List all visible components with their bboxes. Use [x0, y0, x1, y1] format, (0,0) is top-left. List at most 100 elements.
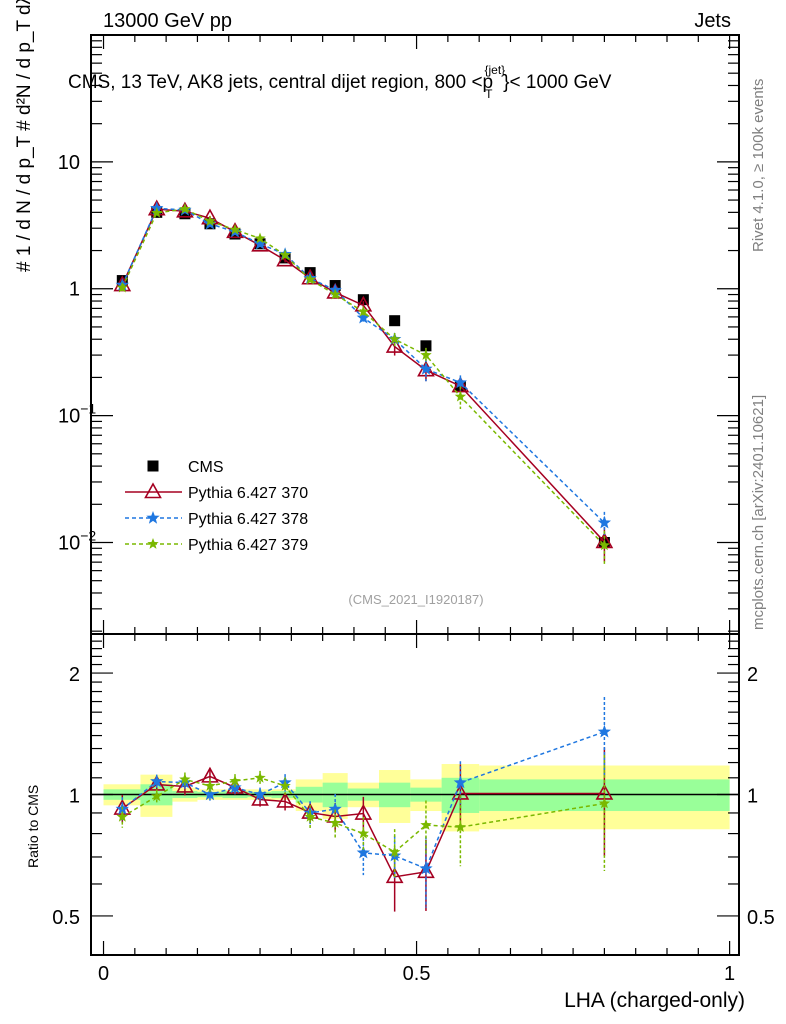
- ratio-point-p379: [598, 797, 611, 809]
- ratio-point-p379: [204, 780, 216, 791]
- ratio-point-p378: [150, 774, 164, 788]
- main-point-cms: [420, 340, 432, 352]
- ratio-point-p379: [454, 821, 467, 832]
- ratio-point-p379: [179, 773, 191, 785]
- ratio-point-p379: [279, 780, 291, 791]
- y-tick-base: 10: [58, 406, 80, 428]
- legend-marker-p378: [146, 511, 160, 524]
- y-tick-base: 10: [58, 532, 80, 554]
- main-point-p379: [329, 288, 341, 300]
- ratio-line-p378: [121, 731, 605, 870]
- ratio-y-tick-label: 2: [747, 664, 758, 686]
- legend: CMS Pythia 6.427 370 Pythia 6.427 378 Pythi…: [125, 459, 308, 554]
- main-point-p379: [420, 349, 432, 360]
- y-tick-label: 1: [69, 279, 80, 301]
- process-label: Jets: [694, 10, 731, 32]
- y-tick-label: 10−2: [58, 527, 96, 554]
- main-point-p379: [151, 206, 163, 218]
- main-line-p378: [121, 207, 605, 524]
- ratio-point-p378: [253, 787, 267, 801]
- ratio-y-tick-label: 0.5: [747, 907, 775, 929]
- main-point-p379: [357, 305, 370, 317]
- plot-title-end: }< 1000 GeV: [503, 72, 612, 93]
- ratio-line-p379: [121, 777, 605, 853]
- x-tick-label: 1: [724, 963, 735, 985]
- main-point-cms: [357, 294, 369, 306]
- ratio-point-p379: [254, 771, 266, 783]
- y-tick-base: 10: [58, 152, 80, 174]
- ratio-y-tick-label: 1: [747, 786, 758, 808]
- ratio-point-p370: [251, 789, 269, 806]
- y-tick-label: 10−1: [58, 401, 96, 428]
- ratio-point-p378: [597, 724, 611, 738]
- legend-label-p370: Pythia 6.427 370: [188, 485, 308, 502]
- x-axis-label: LHA (charged-only): [564, 989, 745, 1012]
- y-tick-exponent: −1: [80, 401, 96, 417]
- y-tick-base: 1: [69, 279, 80, 301]
- main-point-p379: [204, 215, 216, 226]
- main-y-label: # 1 / d N / d p_T # d²N / d p_T dλ: [14, 0, 35, 272]
- main-point-p379: [254, 232, 266, 244]
- ratio-panel: 0 0.5 1 0.5 0.5 1 1 2 2: [52, 620, 775, 985]
- legend-label-p378: Pythia 6.427 378: [188, 511, 308, 528]
- ratio-point-p379: [388, 846, 401, 857]
- rivet-version: Rivet 4.1.0, ≥ 100k events: [750, 79, 767, 252]
- plot-title-sub: T: [485, 87, 493, 101]
- ratio-point-p379: [357, 827, 370, 839]
- legend-marker-cms: [147, 460, 159, 472]
- plot-title-sup: {jet}: [484, 63, 505, 77]
- mcplots-credit: mcplots.cern.ch [arXiv:2401.10621]: [750, 395, 767, 630]
- main-point-cms: [389, 315, 401, 327]
- y-tick-label: 10: [58, 152, 80, 174]
- ratio-point-p379: [304, 810, 316, 822]
- ratio-point-p378: [328, 802, 342, 815]
- main-point-p379: [388, 333, 401, 345]
- main-point-p379: [179, 203, 191, 214]
- x-tick-label: 0: [98, 963, 109, 985]
- main-point-p379: [279, 249, 291, 260]
- main-point-p378: [597, 515, 611, 529]
- analysis-id: (CMS_2021_I1920187): [348, 592, 483, 607]
- y-tick-exponent: −2: [80, 527, 96, 543]
- ratio-point-p379: [420, 819, 432, 830]
- main-point-p378: [356, 310, 370, 324]
- beam-label: 13000 GeV pp: [103, 10, 232, 32]
- ratio-point-p379: [229, 775, 241, 786]
- main-point-p379: [229, 223, 241, 235]
- main-point-cms: [279, 252, 291, 264]
- main-point-p379: [116, 281, 128, 293]
- ratio-point-p378: [419, 861, 433, 875]
- main-point-p379: [304, 273, 316, 285]
- main-point-p370: [385, 336, 404, 353]
- ratio-point-p378: [178, 775, 192, 789]
- ratio-y-tick-label: 0.5: [52, 907, 80, 929]
- plot-title-main: CMS, 13 TeV, AK8 jets, central dijet reg…: [68, 72, 493, 93]
- ratio-y-tick-label: 1: [69, 786, 80, 808]
- ratio-point-p379: [329, 817, 341, 828]
- main-point-p378: [419, 362, 433, 375]
- ratio-y-tick-label: 2: [69, 664, 80, 686]
- legend-marker-p379: [147, 538, 159, 549]
- legend-marker-p370: [144, 482, 162, 499]
- ratio-point-p379: [116, 810, 128, 822]
- main-point-p370: [251, 235, 269, 252]
- main-point-p379: [454, 390, 467, 402]
- plot-title: CMS, 13 TeV, AK8 jets, central dijet reg…: [68, 63, 612, 101]
- main-point-p379: [598, 539, 611, 551]
- legend-label-cms: CMS: [188, 459, 224, 476]
- ratio-point-p370: [176, 776, 194, 793]
- ratio-point-p378: [453, 775, 467, 789]
- main-line-p379: [121, 208, 605, 546]
- ratio-point-p370: [276, 791, 294, 808]
- ratio-y-label: Ratio to CMS: [25, 785, 41, 868]
- ratio-point-p379: [151, 790, 163, 802]
- legend-label-p379: Pythia 6.427 379: [188, 537, 308, 554]
- ratio-point-p370: [385, 867, 404, 884]
- main-point-p378: [253, 236, 267, 250]
- ratio-point-p378: [203, 787, 217, 801]
- ratio-point-p378: [356, 845, 370, 859]
- main-point-cms: [179, 208, 191, 220]
- main-point-p378: [453, 375, 467, 389]
